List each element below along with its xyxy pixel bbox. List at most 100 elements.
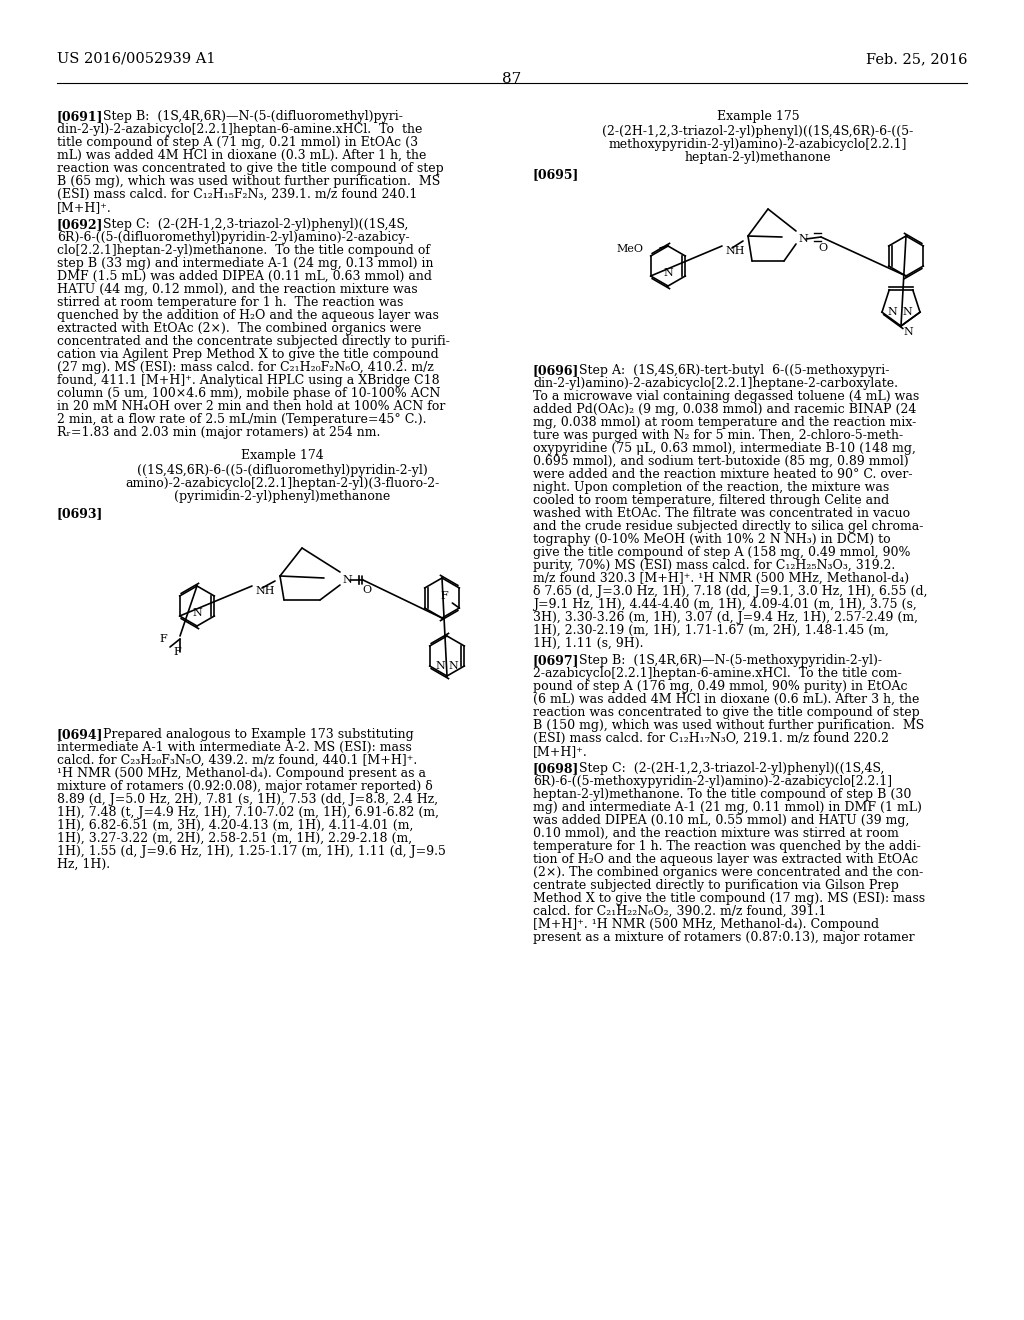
Text: Step C:  (2-(2H-1,2,3-triazol-2-yl)phenyl)((1S,4S,: Step C: (2-(2H-1,2,3-triazol-2-yl)phenyl…: [579, 762, 885, 775]
Text: Step B:  (1S,4R,6R)—N-(5-methoxypyridin-2-yl)-: Step B: (1S,4R,6R)—N-(5-methoxypyridin-2…: [579, 653, 882, 667]
Text: found, 411.1 [M+H]⁺. Analytical HPLC using a XBridge C18: found, 411.1 [M+H]⁺. Analytical HPLC usi…: [57, 374, 439, 387]
Text: heptan-2-yl)methanone. To the title compound of step B (30: heptan-2-yl)methanone. To the title comp…: [534, 788, 911, 801]
Text: To a microwave vial containing degassed toluene (4 mL) was: To a microwave vial containing degassed …: [534, 389, 920, 403]
Text: (ESI) mass calcd. for C₁₂H₁₇N₃O, 219.1. m/z found 220.2: (ESI) mass calcd. for C₁₂H₁₇N₃O, 219.1. …: [534, 733, 889, 744]
Text: intermediate A-1 with intermediate A-2. MS (ESI): mass: intermediate A-1 with intermediate A-2. …: [57, 741, 412, 754]
Text: [0694]: [0694]: [57, 729, 103, 741]
Text: (2×). The combined organics were concentrated and the con-: (2×). The combined organics were concent…: [534, 866, 924, 879]
Text: mg, 0.038 mmol) at room temperature and the reaction mix-: mg, 0.038 mmol) at room temperature and …: [534, 416, 916, 429]
Text: and the crude residue subjected directly to silica gel chroma-: and the crude residue subjected directly…: [534, 520, 924, 533]
Text: N: N: [887, 308, 897, 317]
Text: methoxypyridin-2-yl)amino)-2-azabicyclo[2.2.1]: methoxypyridin-2-yl)amino)-2-azabicyclo[…: [608, 139, 907, 150]
Text: (6 mL) was added 4M HCl in dioxane (0.6 mL). After 3 h, the: (6 mL) was added 4M HCl in dioxane (0.6 …: [534, 693, 920, 706]
Text: calcd. for C₂₃H₂₀F₃N₅O, 439.2. m/z found, 440.1 [M+H]⁺.: calcd. for C₂₃H₂₀F₃N₅O, 439.2. m/z found…: [57, 754, 417, 767]
Text: F: F: [173, 647, 181, 657]
Text: (27 mg). MS (ESI): mass calcd. for C₂₁H₂₀F₂N₆O, 410.2. m/z: (27 mg). MS (ESI): mass calcd. for C₂₁H₂…: [57, 360, 434, 374]
Text: N: N: [449, 661, 459, 671]
Text: [0696]: [0696]: [534, 364, 580, 378]
Text: step B (33 mg) and intermediate A-1 (24 mg, 0.13 mmol) in: step B (33 mg) and intermediate A-1 (24 …: [57, 257, 433, 271]
Text: pound of step A (176 mg, 0.49 mmol, 90% purity) in EtOAc: pound of step A (176 mg, 0.49 mmol, 90% …: [534, 680, 907, 693]
Text: F: F: [159, 634, 167, 644]
Text: 1H), 1.11 (s, 9H).: 1H), 1.11 (s, 9H).: [534, 638, 643, 649]
Text: Method X to give the title compound (17 mg). MS (ESI): mass: Method X to give the title compound (17 …: [534, 892, 925, 906]
Text: night. Upon completion of the reaction, the mixture was: night. Upon completion of the reaction, …: [534, 480, 889, 494]
Text: reaction was concentrated to give the title compound of step: reaction was concentrated to give the ti…: [534, 706, 920, 719]
Text: Step C:  (2-(2H-1,2,3-triazol-2-yl)phenyl)((1S,4S,: Step C: (2-(2H-1,2,3-triazol-2-yl)phenyl…: [103, 218, 409, 231]
Text: Example 175: Example 175: [717, 110, 800, 123]
Text: O: O: [818, 243, 827, 253]
Text: column (5 um, 100×4.6 mm), mobile phase of 10-100% ACN: column (5 um, 100×4.6 mm), mobile phase …: [57, 387, 440, 400]
Text: 2-azabicyclo[2.2.1]heptan-6-amine.xHCl.  To the title com-: 2-azabicyclo[2.2.1]heptan-6-amine.xHCl. …: [534, 667, 902, 680]
Text: clo[2.2.1]heptan-2-yl)methanone.  To the title compound of: clo[2.2.1]heptan-2-yl)methanone. To the …: [57, 244, 430, 257]
Text: Feb. 25, 2016: Feb. 25, 2016: [865, 51, 967, 66]
Text: N: N: [664, 268, 673, 279]
Text: HATU (44 mg, 0.12 mmol), and the reaction mixture was: HATU (44 mg, 0.12 mmol), and the reactio…: [57, 282, 418, 296]
Text: B (150 mg), which was used without further purification.  MS: B (150 mg), which was used without furth…: [534, 719, 925, 733]
Text: O: O: [362, 585, 372, 595]
Text: 0.695 mmol), and sodium tert-butoxide (85 mg, 0.89 mmol): 0.695 mmol), and sodium tert-butoxide (8…: [534, 455, 908, 469]
Text: [0693]: [0693]: [57, 507, 103, 520]
Text: stirred at room temperature for 1 h.  The reaction was: stirred at room temperature for 1 h. The…: [57, 296, 403, 309]
Text: δ 7.65 (d, J=3.0 Hz, 1H), 7.18 (dd, J=9.1, 3.0 Hz, 1H), 6.55 (d,: δ 7.65 (d, J=3.0 Hz, 1H), 7.18 (dd, J=9.…: [534, 585, 928, 598]
Text: 8.89 (d, J=5.0 Hz, 2H), 7.81 (s, 1H), 7.53 (dd, J=8.8, 2.4 Hz,: 8.89 (d, J=5.0 Hz, 2H), 7.81 (s, 1H), 7.…: [57, 793, 438, 807]
Text: Hz, 1H).: Hz, 1H).: [57, 858, 111, 871]
Text: amino)-2-azabicyclo[2.2.1]heptan-2-yl)(3-fluoro-2-: amino)-2-azabicyclo[2.2.1]heptan-2-yl)(3…: [125, 477, 439, 490]
Text: heptan-2-yl)methanone: heptan-2-yl)methanone: [685, 150, 831, 164]
Text: 6R)-6-((5-(difluoromethyl)pyridin-2-yl)amino)-2-azabicy-: 6R)-6-((5-(difluoromethyl)pyridin-2-yl)a…: [57, 231, 410, 244]
Text: 1H), 2.30-2.19 (m, 1H), 1.71-1.67 (m, 2H), 1.48-1.45 (m,: 1H), 2.30-2.19 (m, 1H), 1.71-1.67 (m, 2H…: [534, 624, 889, 638]
Text: temperature for 1 h. The reaction was quenched by the addi-: temperature for 1 h. The reaction was qu…: [534, 840, 921, 853]
Text: [M+H]⁺. ¹H NMR (500 MHz, Methanol-d₄). Compound: [M+H]⁺. ¹H NMR (500 MHz, Methanol-d₄). C…: [534, 917, 880, 931]
Text: US 2016/0052939 A1: US 2016/0052939 A1: [57, 51, 215, 66]
Text: reaction was concentrated to give the title compound of step: reaction was concentrated to give the ti…: [57, 162, 443, 176]
Text: (pyrimidin-2-yl)phenyl)methanone: (pyrimidin-2-yl)phenyl)methanone: [174, 490, 390, 503]
Text: [0697]: [0697]: [534, 653, 580, 667]
Text: added Pd(OAc)₂ (9 mg, 0.038 mmol) and racemic BINAP (24: added Pd(OAc)₂ (9 mg, 0.038 mmol) and ra…: [534, 403, 916, 416]
Text: were added and the reaction mixture heated to 90° C. over-: were added and the reaction mixture heat…: [534, 469, 912, 480]
Text: ture was purged with N₂ for 5 min. Then, 2-chloro-5-meth-: ture was purged with N₂ for 5 min. Then,…: [534, 429, 903, 442]
Text: [0692]: [0692]: [57, 218, 103, 231]
Text: extracted with EtOAc (2×).  The combined organics were: extracted with EtOAc (2×). The combined …: [57, 322, 421, 335]
Text: cooled to room temperature, filtered through Celite and: cooled to room temperature, filtered thr…: [534, 494, 889, 507]
Text: DMF (1.5 mL) was added DIPEA (0.11 mL, 0.63 mmol) and: DMF (1.5 mL) was added DIPEA (0.11 mL, 0…: [57, 271, 432, 282]
Text: MeO: MeO: [616, 244, 643, 253]
Text: concentrated and the concentrate subjected directly to purifi-: concentrated and the concentrate subject…: [57, 335, 450, 348]
Text: B (65 mg), which was used without further purification.  MS: B (65 mg), which was used without furthe…: [57, 176, 440, 187]
Text: present as a mixture of rotamers (0.87:0.13), major rotamer: present as a mixture of rotamers (0.87:0…: [534, 931, 914, 944]
Text: cation via Agilent Prep Method X to give the title compound: cation via Agilent Prep Method X to give…: [57, 348, 438, 360]
Text: [0695]: [0695]: [534, 168, 580, 181]
Text: NH: NH: [255, 586, 274, 597]
Text: (ESI) mass calcd. for C₁₂H₁₅F₂N₃, 239.1. m/z found 240.1: (ESI) mass calcd. for C₁₂H₁₅F₂N₃, 239.1.…: [57, 187, 418, 201]
Text: N: N: [902, 308, 912, 317]
Text: 2 min, at a flow rate of 2.5 mL/min (Temperature=45° C.).: 2 min, at a flow rate of 2.5 mL/min (Tem…: [57, 413, 427, 426]
Text: Step A:  (1S,4S,6R)-tert-butyl  6-((5-methoxypyri-: Step A: (1S,4S,6R)-tert-butyl 6-((5-meth…: [579, 364, 890, 378]
Text: 87: 87: [503, 73, 521, 86]
Text: was added DIPEA (0.10 mL, 0.55 mmol) and HATU (39 mg,: was added DIPEA (0.10 mL, 0.55 mmol) and…: [534, 814, 909, 828]
Text: N: N: [342, 576, 352, 585]
Text: 3H), 3.30-3.26 (m, 1H), 3.07 (d, J=9.4 Hz, 1H), 2.57-2.49 (m,: 3H), 3.30-3.26 (m, 1H), 3.07 (d, J=9.4 H…: [534, 611, 918, 624]
Text: in 20 mM NH₄OH over 2 min and then hold at 100% ACN for: in 20 mM NH₄OH over 2 min and then hold …: [57, 400, 445, 413]
Text: 6R)-6-((5-methoxypyridin-2-yl)amino)-2-azabicyclo[2.2.1]: 6R)-6-((5-methoxypyridin-2-yl)amino)-2-a…: [534, 775, 892, 788]
Text: Prepared analogous to Example 173 substituting: Prepared analogous to Example 173 substi…: [103, 729, 414, 741]
Text: [0691]: [0691]: [57, 110, 103, 123]
Text: [0698]: [0698]: [534, 762, 580, 775]
Text: Step B:  (1S,4R,6R)—N-(5-(difluoromethyl)pyri-: Step B: (1S,4R,6R)—N-(5-(difluoromethyl)…: [103, 110, 402, 123]
Text: 1H), 3.27-3.22 (m, 2H), 2.58-2.51 (m, 1H), 2.29-2.18 (m,: 1H), 3.27-3.22 (m, 2H), 2.58-2.51 (m, 1H…: [57, 832, 412, 845]
Text: 0.10 mmol), and the reaction mixture was stirred at room: 0.10 mmol), and the reaction mixture was…: [534, 828, 899, 840]
Text: tography (0-10% MeOH (with 10% 2 N NH₃) in DCM) to: tography (0-10% MeOH (with 10% 2 N NH₃) …: [534, 533, 891, 546]
Text: N: N: [435, 661, 445, 671]
Text: quenched by the addition of H₂O and the aqueous layer was: quenched by the addition of H₂O and the …: [57, 309, 439, 322]
Text: NH: NH: [725, 246, 744, 256]
Text: N: N: [798, 234, 808, 244]
Text: m/z found 320.3 [M+H]⁺. ¹H NMR (500 MHz, Methanol-d₄): m/z found 320.3 [M+H]⁺. ¹H NMR (500 MHz,…: [534, 572, 909, 585]
Text: 1H), 7.48 (t, J=4.9 Hz, 1H), 7.10-7.02 (m, 1H), 6.91-6.82 (m,: 1H), 7.48 (t, J=4.9 Hz, 1H), 7.10-7.02 (…: [57, 807, 439, 818]
Text: give the title compound of step A (158 mg, 0.49 mmol, 90%: give the title compound of step A (158 m…: [534, 546, 910, 558]
Text: ((1S,4S,6R)-6-((5-(difluoromethyl)pyridin-2-yl): ((1S,4S,6R)-6-((5-(difluoromethyl)pyridi…: [136, 465, 427, 477]
Text: N: N: [903, 327, 912, 337]
Text: oxypyridine (75 μL, 0.63 mmol), intermediate B-10 (148 mg,: oxypyridine (75 μL, 0.63 mmol), intermed…: [534, 442, 915, 455]
Text: washed with EtOAc. The filtrate was concentrated in vacuo: washed with EtOAc. The filtrate was conc…: [534, 507, 910, 520]
Text: centrate subjected directly to purification via Gilson Prep: centrate subjected directly to purificat…: [534, 879, 899, 892]
Text: din-2-yl)-2-azabicyclo[2.2.1]heptan-6-amine.xHCl.  To  the: din-2-yl)-2-azabicyclo[2.2.1]heptan-6-am…: [57, 123, 422, 136]
Text: 1H), 1.55 (d, J=9.6 Hz, 1H), 1.25-1.17 (m, 1H), 1.11 (d, J=9.5: 1H), 1.55 (d, J=9.6 Hz, 1H), 1.25-1.17 (…: [57, 845, 445, 858]
Text: J=9.1 Hz, 1H), 4.44-4.40 (m, 1H), 4.09-4.01 (m, 1H), 3.75 (s,: J=9.1 Hz, 1H), 4.44-4.40 (m, 1H), 4.09-4…: [534, 598, 916, 611]
Text: Rᵣ=1.83 and 2.03 min (major rotamers) at 254 nm.: Rᵣ=1.83 and 2.03 min (major rotamers) at…: [57, 426, 380, 440]
